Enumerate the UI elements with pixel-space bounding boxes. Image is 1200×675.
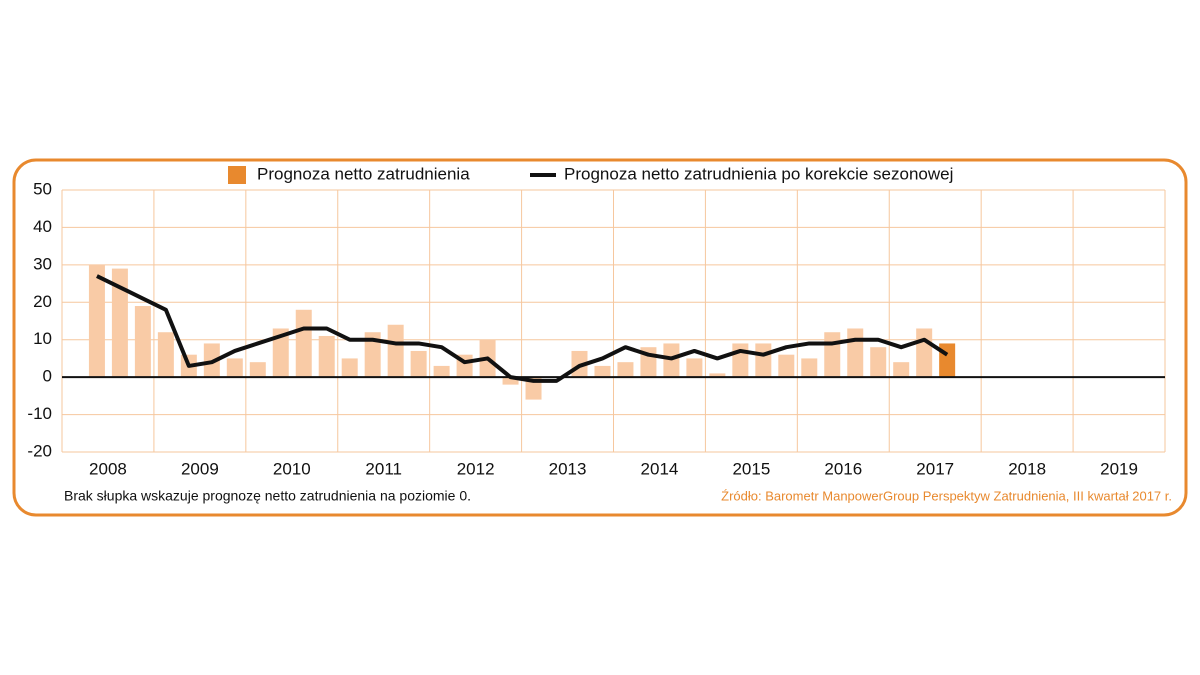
y-tick-label: 30 — [33, 254, 52, 273]
bar — [732, 343, 749, 378]
bar — [916, 328, 933, 378]
bar — [88, 264, 105, 378]
y-tick-label: -10 — [27, 404, 52, 423]
bar — [226, 358, 243, 378]
bar — [847, 328, 864, 378]
bar — [134, 306, 151, 378]
bar — [824, 332, 841, 378]
bar — [594, 365, 611, 378]
x-tick-label: 2008 — [89, 459, 127, 478]
bar — [341, 358, 358, 378]
x-tick-label: 2009 — [181, 459, 219, 478]
bar — [410, 350, 427, 378]
bar — [111, 268, 128, 378]
x-tick-label: 2019 — [1100, 459, 1138, 478]
bar — [295, 309, 312, 378]
bar — [778, 354, 795, 378]
bar — [617, 362, 634, 378]
bar — [709, 373, 726, 378]
line — [96, 274, 949, 383]
plot-area: -20 -10 0 10 20 30 40 50 2008 2009 2010 2011 2012 201… — [27, 179, 1166, 478]
bar — [686, 358, 703, 378]
chart-frame — [12, 158, 1188, 517]
bar — [433, 365, 450, 378]
x-tick-label: 2015 — [732, 459, 770, 478]
legend-swatch — [228, 166, 246, 184]
bar — [387, 324, 404, 378]
y-tick-label: 40 — [33, 217, 52, 236]
x-tick-label: 2014 — [641, 459, 679, 478]
y-tick-label: 20 — [33, 292, 52, 311]
x-tick-label: 2016 — [824, 459, 862, 478]
y-tick-label: 10 — [33, 329, 52, 348]
legend-label: Prognoza netto zatrudnienia po korekcie … — [564, 164, 953, 183]
note: Brak słupka wskazuje prognozę netto zatr… — [64, 488, 471, 504]
x-tick-label: 2017 — [916, 459, 954, 478]
source: Źródło: Barometr ManpowerGroup Perspekty… — [721, 488, 1172, 503]
x-tick-label: 2018 — [1008, 459, 1046, 478]
bar — [893, 362, 910, 378]
bar — [502, 377, 519, 385]
bar — [249, 362, 266, 378]
bar — [801, 358, 818, 378]
legend-label: Prognoza netto zatrudnienia — [257, 164, 470, 183]
bar — [939, 343, 956, 378]
bar — [157, 332, 174, 378]
x-tick-label: 2012 — [457, 459, 495, 478]
x-tick-label: 2011 — [365, 459, 402, 478]
x-tick-label: 2010 — [273, 459, 311, 478]
bar — [272, 328, 289, 378]
bar — [318, 335, 335, 378]
bar — [364, 332, 381, 378]
y-tick-label: 0 — [43, 367, 52, 386]
x-tick-label: 2013 — [549, 459, 587, 478]
bar — [870, 347, 887, 378]
y-tick-label: 50 — [33, 179, 52, 198]
bar — [755, 343, 772, 378]
y-tick-label: -20 — [27, 441, 52, 460]
